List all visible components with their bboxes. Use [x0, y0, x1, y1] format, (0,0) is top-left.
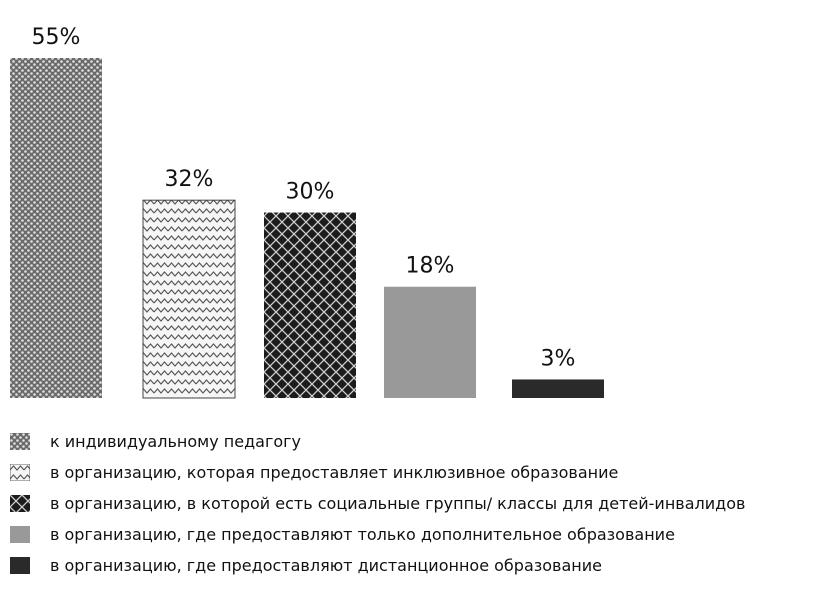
legend-swatch-crosshatch — [10, 495, 30, 512]
legend-swatch-gray — [10, 526, 30, 543]
bar-5 — [512, 379, 604, 398]
legend-item: в организацию, где предоставляют дистанц… — [10, 550, 838, 581]
legend-label: в организацию, которая предоставляет инк… — [50, 463, 619, 482]
legend-item: в организацию, где предоставляют только … — [10, 519, 838, 550]
bar-3 — [264, 212, 356, 398]
legend-item: в организацию, которая предоставляет инк… — [10, 457, 838, 488]
bar-2 — [142, 199, 236, 399]
bar-value-label: 3% — [541, 346, 576, 371]
legend-swatch-black — [10, 557, 30, 574]
bar-value-label: 18% — [406, 254, 455, 279]
legend: к индивидуальному педагогу в организацию… — [10, 426, 838, 581]
bar-value-label: 55% — [32, 25, 81, 50]
bar-value-label: 32% — [165, 167, 214, 192]
legend-label: в организацию, где предоставляют дистанц… — [50, 556, 602, 575]
legend-label: в организацию, где предоставляют только … — [50, 525, 675, 544]
legend-label: к индивидуальному педагогу — [50, 432, 302, 451]
legend-swatch-zigzag — [10, 464, 30, 481]
bar-chart: 55% 32% 30% 18% 3% — [10, 25, 604, 399]
value-labels-group: 55% 32% 30% 18% 3% — [32, 25, 576, 371]
bars-group — [10, 58, 604, 399]
bar-1 — [10, 58, 102, 398]
legend-item: к индивидуальному педагогу — [10, 426, 838, 457]
legend-label: в организацию, в которой есть социальные… — [50, 494, 746, 513]
legend-item: в организацию, в которой есть социальные… — [10, 488, 838, 519]
bar-4 — [384, 286, 476, 398]
bar-value-label: 30% — [286, 180, 335, 205]
legend-swatch-dots — [10, 433, 30, 450]
